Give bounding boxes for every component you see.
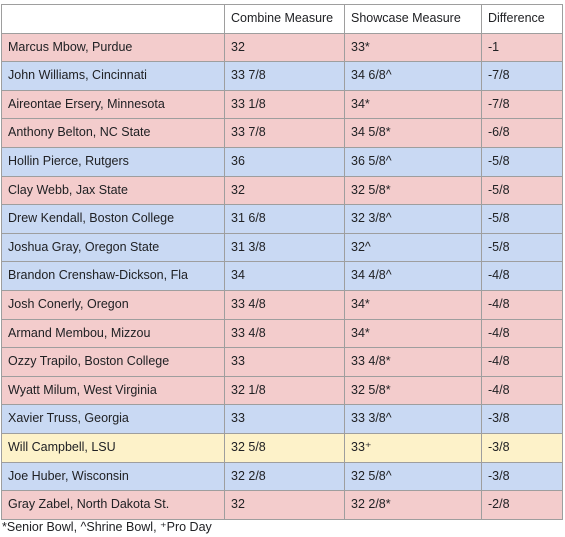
table-row: Drew Kendall, Boston College 31 6/8 32 3/8… <box>1 204 563 234</box>
table-row: Clay Webb, Jax State 32 32 5/8* -5/8 <box>1 175 563 206</box>
table-row: Marcus Mbow, Purdue 32 33* -1 <box>1 32 563 63</box>
player-cell: Josh Conerly, Oregon <box>1 289 225 320</box>
table-row: Gray Zabel, North Dakota St. 32 32 2/8* -2/… <box>1 490 563 520</box>
player-cell: Joshua Gray, Oregon State <box>1 232 225 263</box>
combine-measure-cell: 33 4/8 <box>224 289 345 320</box>
showcase-measure-cell: 36 5/8^ <box>344 146 482 177</box>
showcase-measure-cell: 32 3/8^ <box>344 204 482 234</box>
showcase-measure-cell: 32 5/8^ <box>344 461 482 492</box>
combine-measure-cell: 34 <box>224 261 345 291</box>
combine-measure-cell: 32 2/8 <box>224 461 345 492</box>
showcase-measure-cell: 32 5/8* <box>344 375 482 406</box>
combine-measure-cell: 32 <box>224 490 345 520</box>
combine-measure-cell: 33 <box>224 347 345 377</box>
showcase-measure-cell: 32^ <box>344 232 482 263</box>
showcase-measure-cell: 34 4/8^ <box>344 261 482 291</box>
header-row: Combine Measure Showcase Measure Differe… <box>1 4 563 34</box>
showcase-measure-cell: 33⁺ <box>344 432 482 463</box>
player-cell: Marcus Mbow, Purdue <box>1 32 225 63</box>
player-cell: Clay Webb, Jax State <box>1 175 225 206</box>
difference-cell: -5/8 <box>481 146 563 177</box>
player-cell: Ozzy Trapilo, Boston College <box>1 347 225 377</box>
player-cell: Drew Kendall, Boston College <box>1 204 225 234</box>
combine-measure-cell: 32 1/8 <box>224 375 345 406</box>
difference-cell: -4/8 <box>481 289 563 320</box>
difference-cell: -4/8 <box>481 261 563 291</box>
showcase-measure-cell: 34 5/8* <box>344 118 482 148</box>
table-row: Wyatt Milum, West Virginia 32 1/8 32 5/8* -… <box>1 375 563 406</box>
combine-measure-cell: 31 6/8 <box>224 204 345 234</box>
combine-measure-cell: 32 <box>224 175 345 206</box>
combine-measure-cell: 33 7/8 <box>224 61 345 91</box>
player-cell: John Williams, Cincinnati <box>1 61 225 91</box>
table-row: Armand Membou, Mizzou 33 4/8 34* -4/8 <box>1 318 563 349</box>
difference-cell: -4/8 <box>481 318 563 349</box>
player-cell: Gray Zabel, North Dakota St. <box>1 490 225 520</box>
combine-measure-cell: 31 3/8 <box>224 232 345 263</box>
difference-cell: -3/8 <box>481 461 563 492</box>
showcase-measure-cell: 33 4/8* <box>344 347 482 377</box>
difference-cell: -5/8 <box>481 175 563 206</box>
difference-cell: -4/8 <box>481 375 563 406</box>
showcase-measure-cell: 34* <box>344 318 482 349</box>
measurements-table: Combine Measure Showcase Measure Differe… <box>1 4 563 520</box>
player-cell: Hollin Pierce, Rutgers <box>1 146 225 177</box>
header-player <box>1 4 225 34</box>
table-row: Aireontae Ersery, Minnesota 33 1/8 34* -7/8 <box>1 89 563 120</box>
difference-cell: -5/8 <box>481 204 563 234</box>
header-combine-measure: Combine Measure <box>224 4 345 34</box>
player-cell: Wyatt Milum, West Virginia <box>1 375 225 406</box>
combine-measure-cell: 33 <box>224 404 345 434</box>
player-cell: Will Campbell, LSU <box>1 432 225 463</box>
table-row: Anthony Belton, NC State 33 7/8 34 5/8* -6/… <box>1 118 563 148</box>
difference-cell: -5/8 <box>481 232 563 263</box>
combine-measure-cell: 33 4/8 <box>224 318 345 349</box>
table-row: Brandon Crenshaw-Dickson, Fla 34 34 4/8^ -4… <box>1 261 563 291</box>
difference-cell: -2/8 <box>481 490 563 520</box>
difference-cell: -4/8 <box>481 347 563 377</box>
showcase-measure-cell: 33 3/8^ <box>344 404 482 434</box>
combine-measure-cell: 33 7/8 <box>224 118 345 148</box>
difference-cell: -1 <box>481 32 563 63</box>
table-body: Marcus Mbow, Purdue 32 33* -1 John Williams,… <box>1 32 563 520</box>
combine-measure-cell: 32 <box>224 32 345 63</box>
showcase-measure-cell: 32 5/8* <box>344 175 482 206</box>
player-cell: Armand Membou, Mizzou <box>1 318 225 349</box>
difference-cell: -3/8 <box>481 404 563 434</box>
player-cell: Joe Huber, Wisconsin <box>1 461 225 492</box>
table-row: Will Campbell, LSU 32 5/8 33⁺ -3/8 <box>1 432 563 463</box>
showcase-measure-cell: 34* <box>344 89 482 120</box>
showcase-measure-cell: 32 2/8* <box>344 490 482 520</box>
table-row: Joshua Gray, Oregon State 31 3/8 32^ -5/8 <box>1 232 563 263</box>
difference-cell: -6/8 <box>481 118 563 148</box>
measurements-table-container: Combine Measure Showcase Measure Differe… <box>1 4 563 520</box>
difference-cell: -3/8 <box>481 432 563 463</box>
footnote: *Senior Bowl, ^Shrine Bowl, ⁺Pro Day <box>2 520 212 534</box>
player-cell: Aireontae Ersery, Minnesota <box>1 89 225 120</box>
table-row: John Williams, Cincinnati 33 7/8 34 6/8^ -7… <box>1 61 563 91</box>
showcase-measure-cell: 34 6/8^ <box>344 61 482 91</box>
table-row: Ozzy Trapilo, Boston College 33 33 4/8* -4/… <box>1 347 563 377</box>
showcase-measure-cell: 33* <box>344 32 482 63</box>
header-showcase-measure: Showcase Measure <box>344 4 482 34</box>
showcase-measure-cell: 34* <box>344 289 482 320</box>
player-cell: Anthony Belton, NC State <box>1 118 225 148</box>
table-row: Josh Conerly, Oregon 33 4/8 34* -4/8 <box>1 289 563 320</box>
player-cell: Xavier Truss, Georgia <box>1 404 225 434</box>
difference-cell: -7/8 <box>481 89 563 120</box>
difference-cell: -7/8 <box>481 61 563 91</box>
table-row: Joe Huber, Wisconsin 32 2/8 32 5/8^ -3/8 <box>1 461 563 492</box>
table-row: Hollin Pierce, Rutgers 36 36 5/8^ -5/8 <box>1 146 563 177</box>
combine-measure-cell: 36 <box>224 146 345 177</box>
combine-measure-cell: 33 1/8 <box>224 89 345 120</box>
combine-measure-cell: 32 5/8 <box>224 432 345 463</box>
header-difference: Difference <box>481 4 563 34</box>
table-row: Xavier Truss, Georgia 33 33 3/8^ -3/8 <box>1 404 563 434</box>
player-cell: Brandon Crenshaw-Dickson, Fla <box>1 261 225 291</box>
